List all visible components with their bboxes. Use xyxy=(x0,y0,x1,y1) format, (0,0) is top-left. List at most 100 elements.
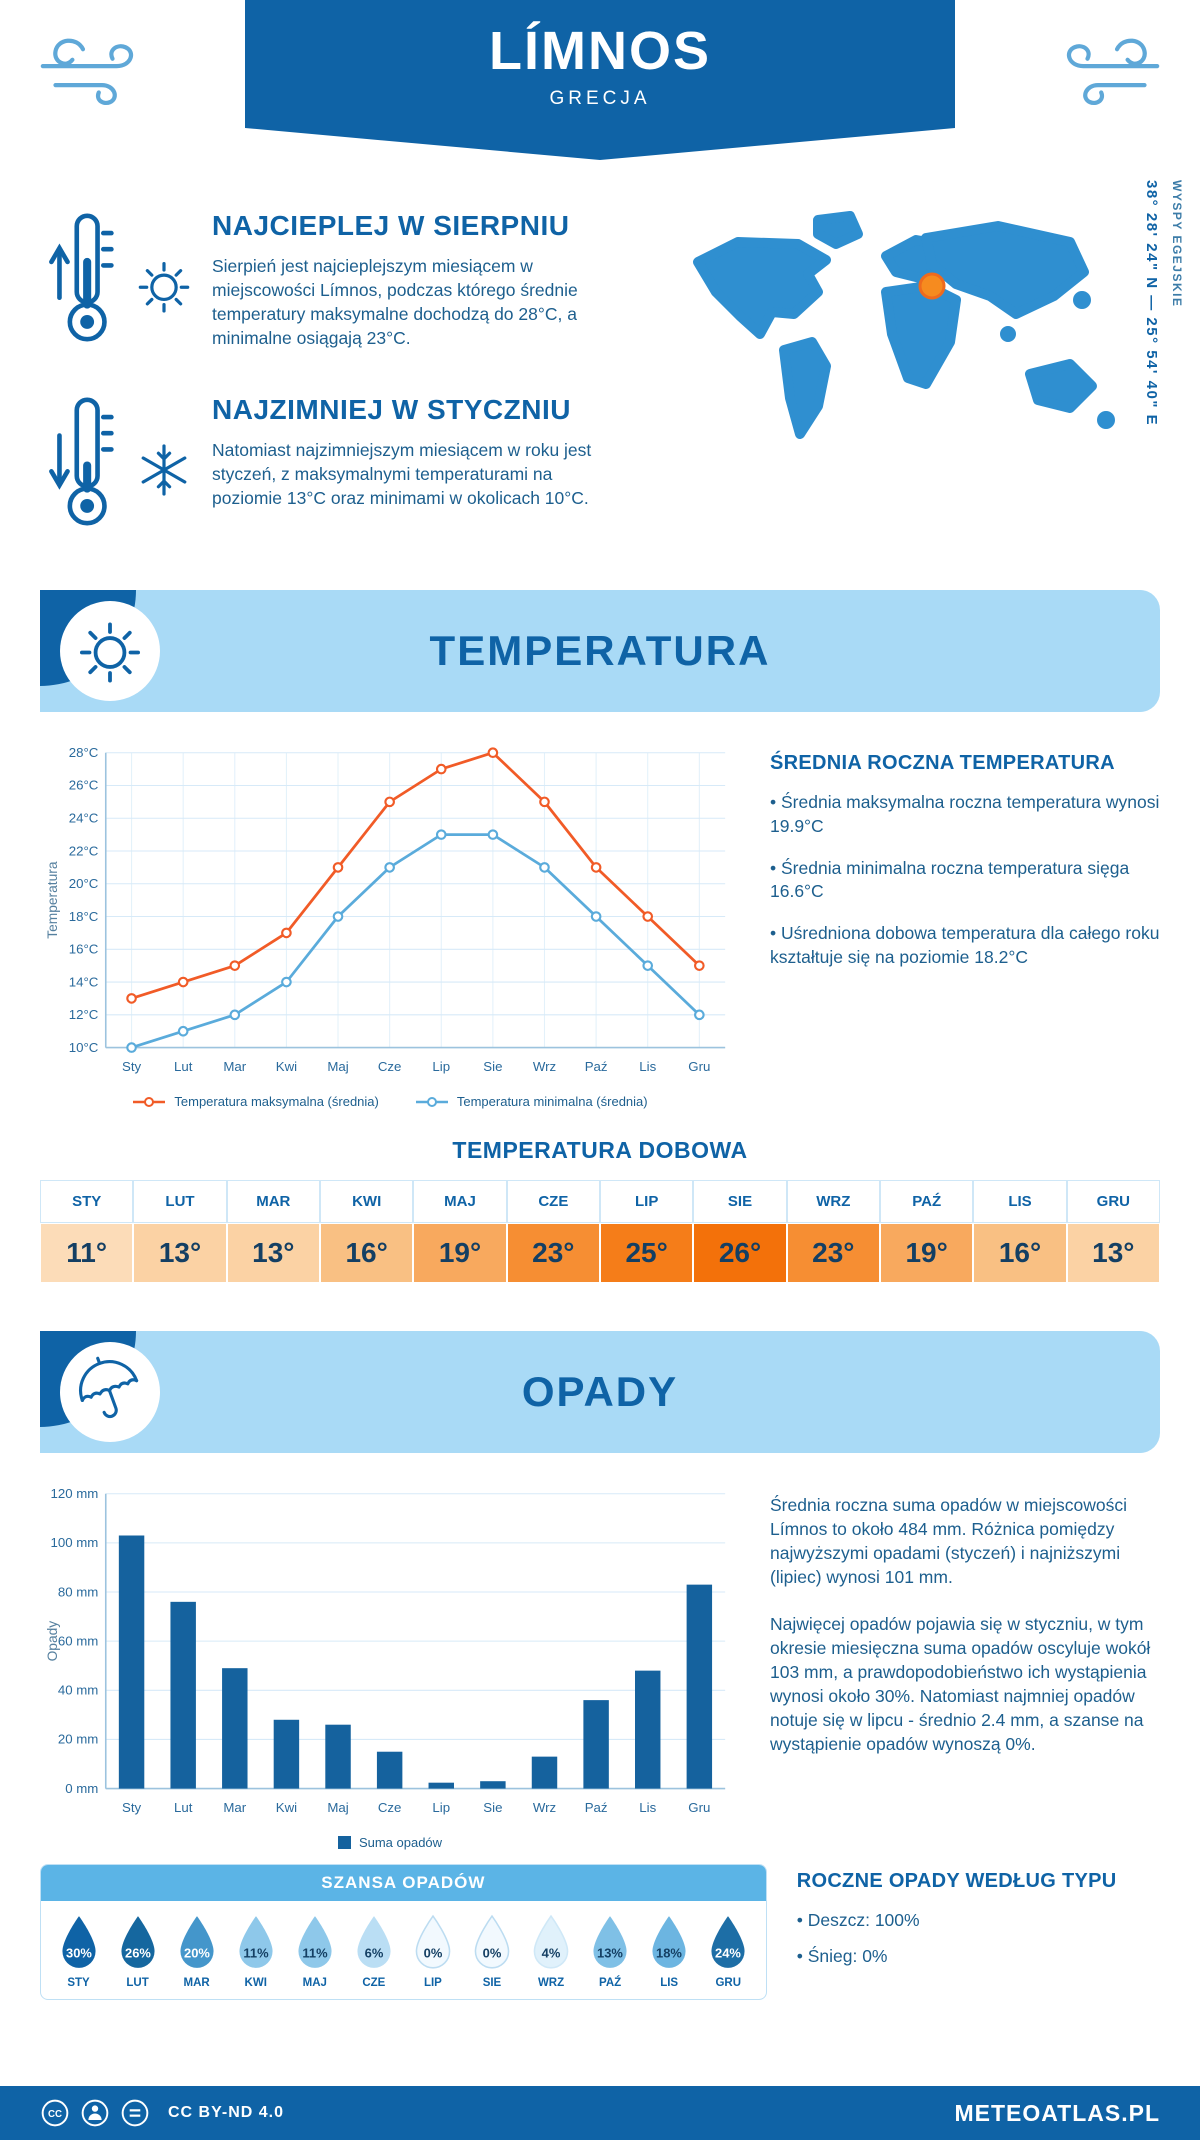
chance-panel: SZANSA OPADÓW 30% STY 26% LUT 20% MAR 11% KWI 11… xyxy=(40,1864,767,2000)
warmest-month-text: Sierpień jest najcieplejszym miesiącem w… xyxy=(212,256,578,349)
svg-text:Gru: Gru xyxy=(688,1059,710,1074)
svg-text:Gru: Gru xyxy=(688,1800,710,1815)
svg-text:6%: 6% xyxy=(365,1945,384,1960)
bullet-item: Śnieg: 0% xyxy=(797,1945,1160,1969)
intro-section: NAJCIEPLEJ W SIERPNIU Sierpień jest najc… xyxy=(0,180,1200,590)
precipitation-paragraph: Średnia roczna suma opadów w miejscowośc… xyxy=(770,1495,1127,1588)
bullet-item: Uśredniona dobowa temperatura dla całego… xyxy=(770,922,1160,970)
raindrop-cell: 4% WRZ xyxy=(522,1913,581,1989)
temperature-value-cell: 16° xyxy=(973,1223,1067,1283)
title-banner: LÍMNOS GRECJA xyxy=(245,0,955,160)
raindrop-month-label: LIS xyxy=(660,1977,679,1989)
svg-text:Kwi: Kwi xyxy=(276,1059,297,1074)
temperature-value-cell: 13° xyxy=(1066,1223,1160,1283)
svg-text:12°C: 12°C xyxy=(69,1007,99,1022)
temperature-chart-legend: Temperatura maksymalna (średnia) Temperat… xyxy=(40,1094,740,1109)
svg-text:Lip: Lip xyxy=(432,1800,450,1815)
precipitation-bar-chart: 0 mm 20 mm 40 mm 60 mm 80 mm 100 mm 120 mm Sty L… xyxy=(45,1486,726,1815)
precipitation-section-title: OPADY xyxy=(521,1368,679,1415)
raindrop-cell: 6% CZE xyxy=(344,1913,403,1989)
month-header-cell: CZE xyxy=(506,1180,600,1223)
temperature-value-cell: 13° xyxy=(133,1223,227,1283)
svg-text:Opady: Opady xyxy=(45,1621,60,1662)
umbrella-icon xyxy=(79,1356,139,1419)
raindrop-icon: 30% xyxy=(61,1916,96,1968)
svg-text:20%: 20% xyxy=(184,1945,210,1960)
raindrop-grid: 30% STY 26% LUT 20% MAR 11% KWI 11% MAJ 6% CZE 0% LIP… xyxy=(41,1901,766,1999)
temperature-value-cell: 13° xyxy=(226,1223,320,1283)
cc-icon: CC xyxy=(41,2099,69,2127)
chance-panel-title: SZANSA OPADÓW xyxy=(41,1865,766,1901)
thermometer-cold-icon xyxy=(49,397,114,526)
footer: CC CC BY-ND 4.0 METEOATLAS.PL xyxy=(0,2086,1200,2140)
svg-text:Wrz: Wrz xyxy=(533,1800,556,1815)
temperature-value-cell: 23° xyxy=(506,1223,600,1283)
precipitation-type-title: ROCZNE OPADY WEDŁUG TYPU xyxy=(796,1870,1117,1892)
month-header-cell: GRU xyxy=(1066,1180,1160,1223)
month-header-cell: MAR xyxy=(226,1180,320,1223)
svg-text:0%: 0% xyxy=(483,1945,502,1960)
temperature-chart-box: 10°C 12°C 14°C 16°C 18°C 20°C 22°C 24°C 26°C 28°C… xyxy=(40,740,740,1109)
raindrop-cell: 11% KWI xyxy=(226,1913,285,1989)
raindrop-cell: 11% MAJ xyxy=(285,1913,344,1989)
svg-text:22°C: 22°C xyxy=(69,843,99,858)
bullet-item: Średnia maksymalna roczna temperatura wy… xyxy=(770,791,1160,839)
svg-text:Paź: Paź xyxy=(585,1800,608,1815)
raindrop-icon: 26% xyxy=(121,1916,155,1968)
temperature-value-cell: 25° xyxy=(600,1223,694,1283)
month-header-cell: STY xyxy=(40,1180,134,1223)
svg-text:Maj: Maj xyxy=(327,1800,348,1815)
chance-row: SZANSA OPADÓW 30% STY 26% LUT 20% MAR 11% KWI 11… xyxy=(0,1850,1200,2000)
raindrop-icon: 13% xyxy=(593,1916,627,1968)
sun-icon xyxy=(138,262,190,313)
temperature-section-title: TEMPERATURA xyxy=(429,627,771,674)
raindrop-icon: 24% xyxy=(711,1916,745,1968)
month-header-cell: LIP xyxy=(600,1180,694,1223)
annual-temperature-panel: ŚREDNIA ROCZNA TEMPERATURA Średnia maksy… xyxy=(770,740,1160,1109)
svg-text:Lis: Lis xyxy=(639,1800,656,1815)
legend-item: Temperatura maksymalna (średnia) xyxy=(132,1094,379,1109)
raindrop-month-label: LIP xyxy=(423,1977,442,1989)
sun-badge xyxy=(60,601,160,701)
umbrella-badge xyxy=(60,1342,160,1442)
svg-text:11%: 11% xyxy=(302,1945,328,1960)
month-header-cell: WRZ xyxy=(786,1180,880,1223)
month-header-cell: KWI xyxy=(320,1180,414,1223)
temperature-value-cell: 23° xyxy=(786,1223,880,1283)
raindrop-month-label: CZE xyxy=(362,1977,386,1989)
coordinates-label: 38° 28' 24" N — 25° 54' 40" E xyxy=(1143,180,1160,427)
temperature-value-cell: 11° xyxy=(40,1223,134,1283)
precipitation-text-panel: Średnia roczna suma opadów w miejscowośc… xyxy=(770,1481,1160,1850)
raindrop-month-label: WRZ xyxy=(537,1977,565,1989)
svg-text:Lut: Lut xyxy=(174,1059,193,1074)
raindrop-month-label: LUT xyxy=(126,1977,149,1989)
svg-text:4%: 4% xyxy=(542,1945,561,1960)
svg-text:Cze: Cze xyxy=(378,1059,402,1074)
annual-temperature-bullets: Średnia maksymalna roczna temperatura wy… xyxy=(770,791,1160,970)
location-marker xyxy=(918,272,946,300)
thermometer-warm-icon xyxy=(49,213,114,342)
cc-by-person-icon xyxy=(81,2099,109,2127)
temperature-line-chart: 10°C 12°C 14°C 16°C 18°C 20°C 22°C 24°C 26°C 28°C… xyxy=(45,745,726,1074)
svg-text:CC: CC xyxy=(48,2109,62,2120)
cc-nd-icon xyxy=(121,2099,149,2127)
license-label: CC BY-ND 4.0 xyxy=(168,2104,285,2121)
svg-text:Sty: Sty xyxy=(122,1800,142,1815)
precipitation-chart-legend: Suma opadów xyxy=(40,1835,740,1850)
svg-text:14°C: 14°C xyxy=(69,974,99,989)
coldest-month-block: NAJZIMNIEJ W STYCZNIU Natomiast najzimni… xyxy=(40,394,660,544)
wind-icon xyxy=(40,38,134,106)
svg-text:30%: 30% xyxy=(66,1945,92,1960)
world-map xyxy=(693,211,1115,439)
svg-text:26%: 26% xyxy=(125,1945,151,1960)
raindrop-month-label: MAR xyxy=(183,1977,210,1989)
svg-text:Paź: Paź xyxy=(585,1059,608,1074)
warmest-month-block: NAJCIEPLEJ W SIERPNIU Sierpień jest najc… xyxy=(40,210,660,360)
svg-text:60 mm: 60 mm xyxy=(58,1633,99,1648)
svg-text:0%: 0% xyxy=(424,1945,443,1960)
svg-text:100 mm: 100 mm xyxy=(50,1535,98,1550)
raindrop-month-label: STY xyxy=(67,1977,90,1989)
legend-item: Temperatura minimalna (średnia) xyxy=(415,1094,648,1109)
temperature-value-cell: 16° xyxy=(320,1223,414,1283)
